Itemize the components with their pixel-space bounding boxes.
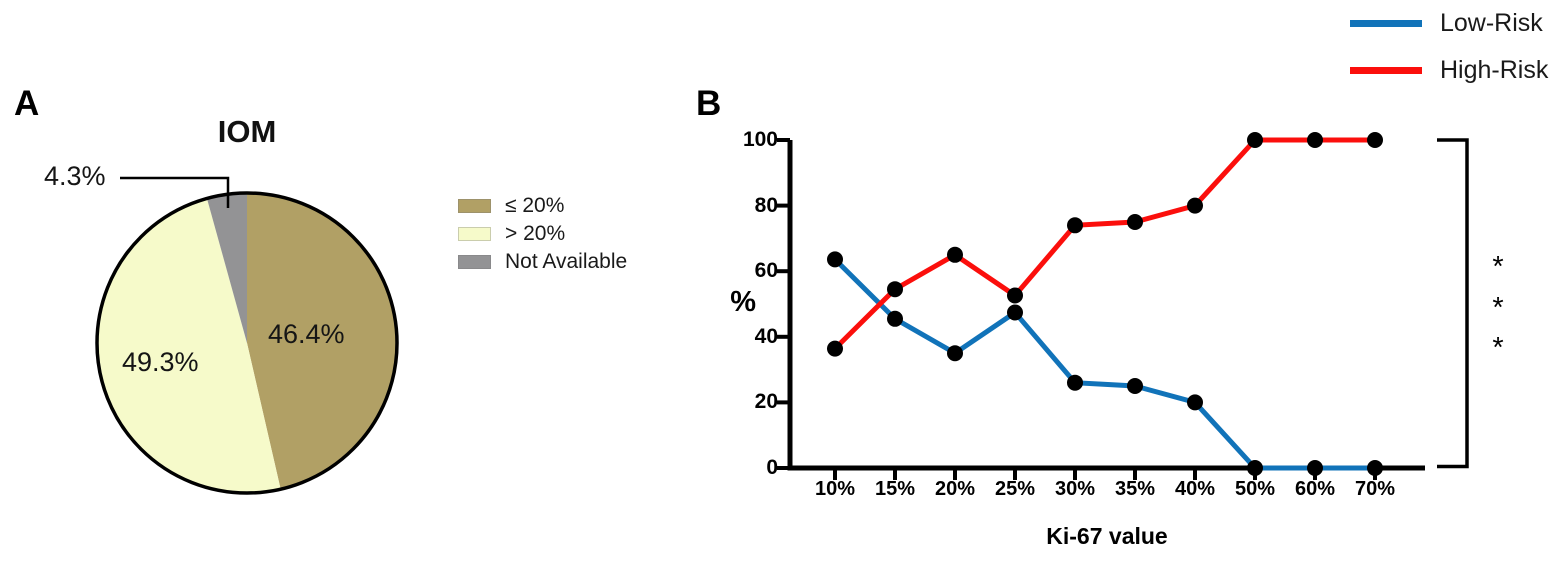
pie-slices	[96, 193, 398, 494]
pie-legend-label: Not Available	[505, 250, 628, 273]
y-axis-title: %	[730, 286, 756, 318]
pie-legend-row: Not Available	[458, 248, 627, 276]
line-legend-row: Low-Risk	[1350, 5, 1543, 41]
callout-leader-line	[120, 176, 230, 208]
pie-slice-label-le20: 46.4%	[268, 319, 345, 349]
legend-label-low-risk: Low-Risk	[1440, 8, 1543, 37]
legend-line	[1350, 66, 1422, 74]
legend-line	[1350, 19, 1422, 27]
panel-a-label: A	[14, 84, 40, 123]
xtick-label: 25%	[994, 478, 1036, 500]
legend-label-high-risk: High-Risk	[1440, 55, 1549, 84]
xtick-label: 60%	[1294, 478, 1336, 500]
pie-outline	[95, 191, 399, 495]
pie-legend-swatch	[458, 227, 491, 241]
ytick-label: 40	[754, 325, 778, 348]
ytick-label: 60	[754, 259, 778, 282]
pie-title: IOM	[217, 114, 277, 149]
pie-legend: ≤ 20% > 20% Not Available	[458, 192, 627, 276]
pie-legend-row: ≤ 20%	[458, 192, 627, 220]
xtick-label: 20%	[934, 478, 976, 500]
pie-legend-swatch	[458, 199, 491, 213]
ytick-label: 100	[742, 128, 778, 151]
ytick-label: 80	[754, 194, 778, 217]
significance-bracket	[1437, 138, 1469, 469]
pie-legend-swatch	[458, 255, 491, 269]
line-legend-row: High-Risk	[1350, 52, 1548, 88]
xtick-label: 15%	[874, 478, 916, 500]
panel-b-label: B	[696, 84, 722, 123]
significance-asterisk: *	[1492, 292, 1504, 324]
pie-legend-label: ≤ 20%	[505, 194, 565, 217]
significance-asterisk: *	[1492, 251, 1504, 283]
pie-legend-label: > 20%	[505, 222, 566, 245]
x-axis-title: Ki-67 value	[1046, 523, 1168, 549]
pie-legend-row: > 20%	[458, 220, 627, 248]
series-markers	[827, 132, 1383, 476]
pie-chart	[95, 191, 399, 495]
ytick-label: 20	[754, 390, 778, 413]
xtick-label: 40%	[1174, 478, 1216, 500]
xtick-label: 35%	[1114, 478, 1156, 500]
line-chart	[777, 132, 1469, 480]
pie-callout-label: 4.3%	[44, 161, 106, 191]
ytick-label: 0	[766, 456, 778, 479]
pie-slice-label-gt20: 49.3%	[122, 347, 199, 377]
xtick-label: 50%	[1234, 478, 1276, 500]
xtick-label: 70%	[1354, 478, 1396, 500]
xtick-label: 10%	[814, 478, 856, 500]
xtick-label: 30%	[1054, 478, 1096, 500]
significance-asterisk: *	[1492, 332, 1504, 364]
series-lines	[833, 137, 1375, 471]
